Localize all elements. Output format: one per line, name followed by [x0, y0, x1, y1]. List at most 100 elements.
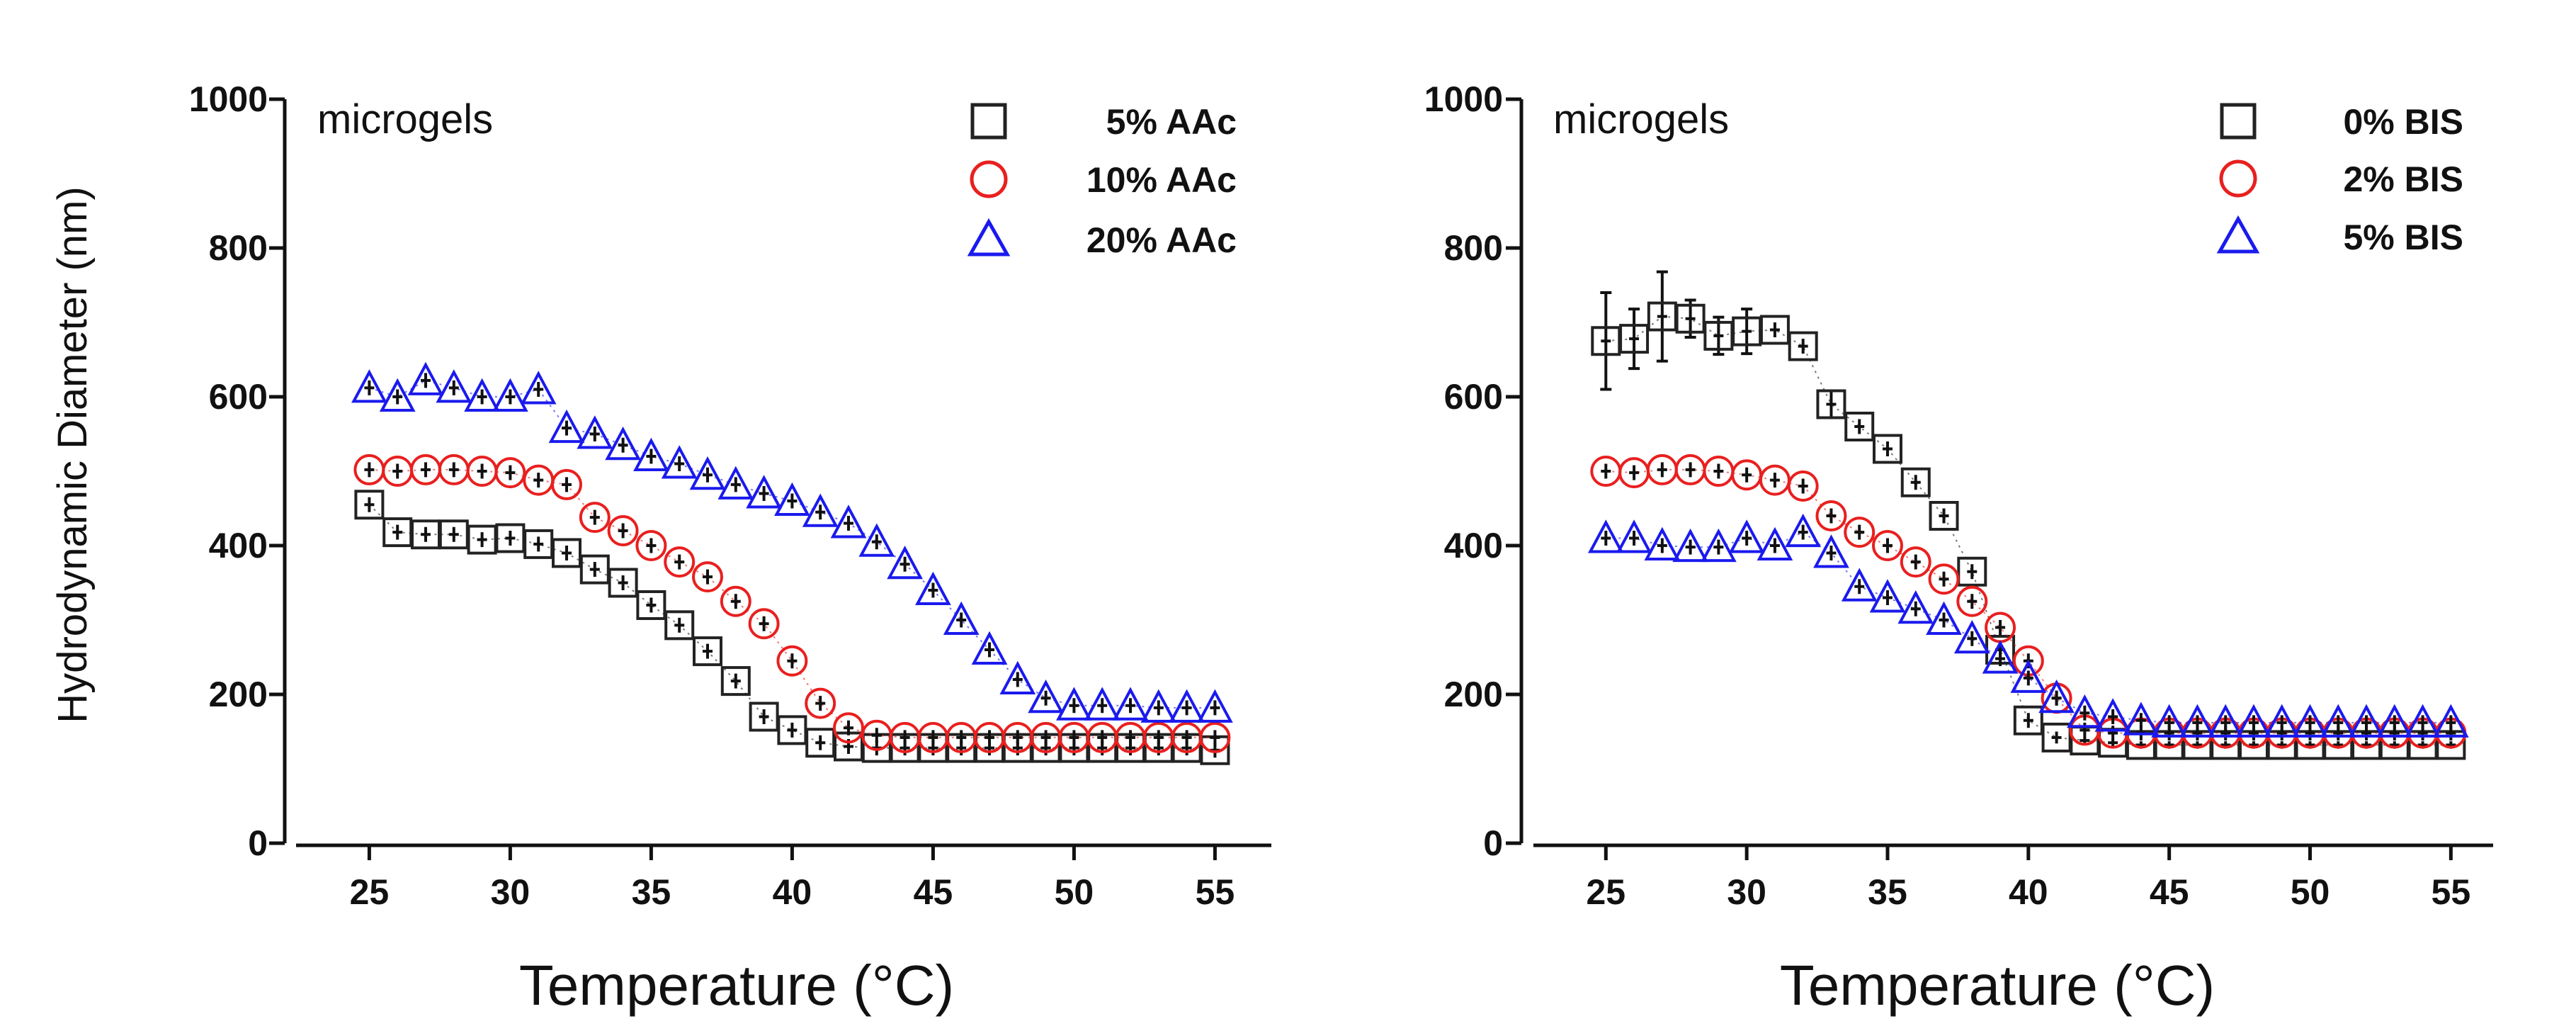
data-point-triangle: [1084, 687, 1120, 721]
data-point-circle: [776, 645, 808, 677]
right-y-tick-label: 1000: [1424, 79, 1503, 119]
data-point-square: [1929, 501, 1959, 531]
data-point-triangle: [605, 427, 641, 461]
right-y-tick-label: 400: [1444, 526, 1503, 565]
left-legend-label-3: 20% AAc: [1086, 220, 1237, 260]
data-point-triangle: [802, 493, 839, 527]
data-point-square: [552, 538, 581, 568]
data-point-triangle: [492, 378, 528, 412]
data-point-triangle: [2235, 704, 2272, 738]
data-point-triangle: [1926, 601, 1962, 635]
data-point-circle: [692, 561, 723, 593]
data-point-triangle: [351, 369, 387, 403]
data-point-triangle: [999, 660, 1036, 694]
data-point-square: [664, 610, 695, 641]
right-x-tick-label: 55: [2432, 872, 2471, 912]
data-point-triangle: [1785, 513, 1822, 548]
right-y-tick-label: 800: [1444, 228, 1503, 268]
data-point-square: [354, 490, 385, 520]
data-point-circle: [1199, 721, 1231, 753]
left-series-circle: [353, 453, 1231, 753]
data-point-triangle: [577, 415, 613, 449]
data-point-triangle: [774, 482, 810, 516]
right-xlabel: Temperature (°C): [1780, 954, 2215, 1017]
data-point-triangle: [1587, 519, 1624, 553]
data-point-triangle: [717, 466, 754, 500]
data-point-triangle: [971, 631, 1008, 665]
data-point-circle: [494, 457, 526, 489]
left-ylabel: Hydrodynamic Diameter (nm): [50, 186, 96, 723]
right-series-line: [1606, 468, 2451, 734]
data-point-circle: [748, 608, 780, 640]
right-y-tick-label: 200: [1444, 675, 1503, 714]
data-point-triangle: [436, 369, 472, 403]
data-point-triangle: [1701, 528, 1737, 563]
right-y-tick-label: 0: [1483, 823, 1503, 863]
right-series-circle: [1590, 453, 2467, 749]
right-legend-item-3: 5% BIS: [2216, 215, 2463, 257]
left-x-tick-label: 55: [1196, 872, 1235, 912]
data-point-triangle: [1757, 526, 1793, 560]
data-point-triangle: [1869, 579, 1906, 613]
data-point-square: [1759, 315, 1790, 345]
data-point-triangle: [2376, 704, 2413, 738]
legend-square-marker: [970, 103, 1007, 140]
data-point-square: [1957, 556, 1987, 587]
left-x-tick-label: 30: [491, 872, 530, 912]
data-point-triangle: [1813, 534, 1849, 568]
data-point-triangle: [943, 601, 980, 635]
data-point-triangle: [2320, 704, 2356, 738]
data-point-circle: [1956, 585, 1988, 617]
right-x-tick-label: 45: [2150, 872, 2189, 912]
right-x-tick-label: 25: [1586, 872, 1625, 912]
left-axes: [283, 99, 1271, 847]
legend-square-marker: [2220, 103, 2257, 140]
left-xlabel: Temperature (°C): [519, 954, 954, 1017]
data-point-triangle: [2348, 704, 2385, 738]
data-point-triangle: [1169, 689, 1205, 723]
left-x-ticks: 25 30 35 40 45 50 55: [350, 845, 1235, 912]
data-point-triangle: [830, 504, 867, 539]
data-point-circle: [1787, 470, 1819, 502]
left-y-tick-label: 1000: [189, 79, 268, 119]
right-legend-label-3: 5% BIS: [2343, 218, 2463, 257]
left-y-ticks: 0 200 400 600 800 1000: [189, 79, 285, 863]
left-series: [351, 361, 1233, 765]
left-x-tick-label: 40: [773, 872, 812, 912]
left-annotation: microgels: [317, 96, 493, 142]
right-y-tick-label: 600: [1444, 377, 1503, 417]
right-series-triangle: [1587, 513, 2469, 738]
data-point-square: [720, 666, 751, 697]
right-x-tick-label: 50: [2291, 872, 2330, 912]
data-point-triangle: [407, 361, 444, 395]
left-legend-item-2: 10% AAc: [970, 160, 1237, 200]
left-x-tick-label: 50: [1055, 872, 1094, 912]
data-point-triangle: [633, 437, 669, 471]
data-point-triangle: [1028, 680, 1064, 714]
data-point-triangle: [887, 546, 923, 580]
data-point-triangle: [1140, 689, 1177, 723]
data-point-triangle: [689, 456, 726, 490]
legend-circle-marker: [970, 160, 1008, 198]
data-point-triangle: [2207, 704, 2244, 738]
left-chart: Hydrodynamic Diameter (nm) microgels Tem…: [50, 79, 1271, 1017]
data-point-triangle: [379, 378, 416, 412]
data-point-triangle: [1841, 568, 1878, 602]
legend-triangle-marker: [967, 218, 1011, 256]
data-point-triangle: [1953, 620, 1990, 654]
data-point-triangle: [1982, 640, 2019, 674]
data-point-circle: [1844, 517, 1876, 548]
data-point-triangle: [2292, 704, 2328, 738]
left-y-tick-label: 600: [209, 377, 268, 417]
data-point-triangle: [2264, 704, 2300, 738]
data-point-square: [1844, 412, 1875, 441]
data-point-triangle: [1616, 519, 1652, 553]
data-point-triangle: [2067, 694, 2103, 728]
right-x-ticks: 25 30 35 40 45 50 55: [1586, 845, 2470, 912]
right-legend-item-2: 2% BIS: [2219, 159, 2463, 199]
left-x-tick-label: 45: [914, 872, 953, 912]
left-series-line: [369, 468, 1215, 738]
data-point-triangle: [1672, 528, 1708, 563]
data-point-square: [1788, 331, 1818, 361]
